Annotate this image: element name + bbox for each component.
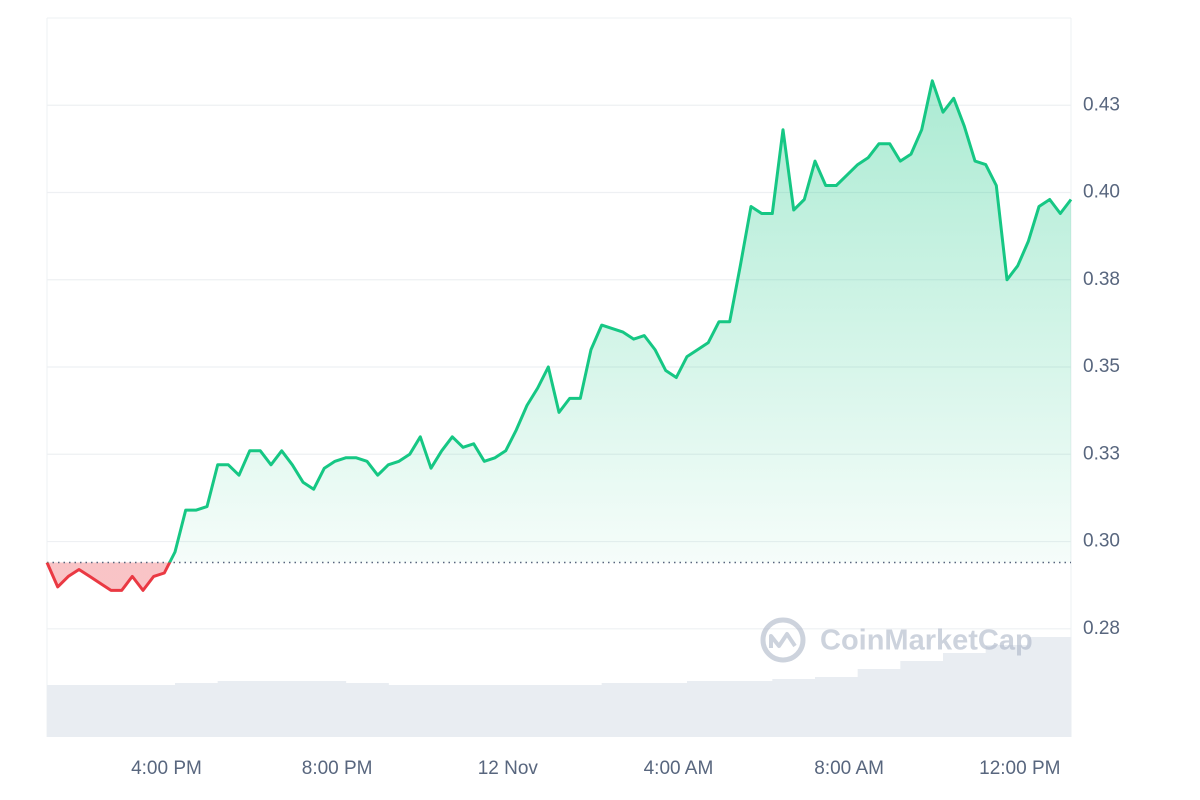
volume-bar [89, 685, 133, 737]
volume-bar [345, 683, 389, 737]
x-tick-label: 8:00 AM [814, 758, 884, 779]
volume-bar [132, 685, 176, 737]
volume-bar [260, 681, 304, 737]
volume-bar [473, 685, 517, 737]
volume-bar [175, 683, 219, 737]
x-tick-label: 12:00 PM [979, 758, 1060, 779]
volume-bar [644, 683, 688, 737]
volume-bar [687, 681, 731, 737]
watermark-logo-mark [769, 632, 797, 648]
x-tick-label: 4:00 AM [644, 758, 714, 779]
y-tick-label: 0.35 [1083, 356, 1120, 377]
volume-bar [431, 685, 475, 737]
price-line [45, 79, 1073, 592]
watermark: CoinMarketCap [760, 617, 1033, 663]
volume-bar [772, 679, 816, 737]
volume-bar [900, 661, 944, 737]
area [47, 80, 1071, 591]
y-tick-label: 0.43 [1083, 94, 1120, 115]
x-tick-label: 8:00 PM [302, 758, 373, 779]
y-tick-label: 0.40 [1083, 182, 1120, 203]
volume-bar [815, 677, 859, 737]
x-tick-label: 4:00 PM [131, 758, 202, 779]
x-tick-label: 12 Nov [478, 758, 539, 779]
volume-bar [943, 653, 987, 737]
watermark-text: CoinMarketCap [820, 625, 1033, 657]
volume-bar [729, 681, 773, 737]
y-tick-label: 0.30 [1083, 531, 1120, 552]
watermark-logo [760, 617, 806, 663]
volume-bar [217, 681, 261, 737]
y-tick-label: 0.33 [1083, 443, 1120, 464]
volume-bar [303, 681, 347, 737]
volume-bar [516, 685, 560, 737]
volume-bar [1028, 637, 1072, 737]
volume-bar [559, 685, 603, 737]
volume-bar [601, 683, 645, 737]
volume-bar [985, 645, 1029, 737]
volume-bar [47, 685, 91, 737]
volume-bar [857, 669, 901, 737]
y-tick-label: 0.28 [1083, 618, 1120, 639]
y-tick-label: 0.38 [1083, 269, 1120, 290]
volume-bar [388, 685, 432, 737]
